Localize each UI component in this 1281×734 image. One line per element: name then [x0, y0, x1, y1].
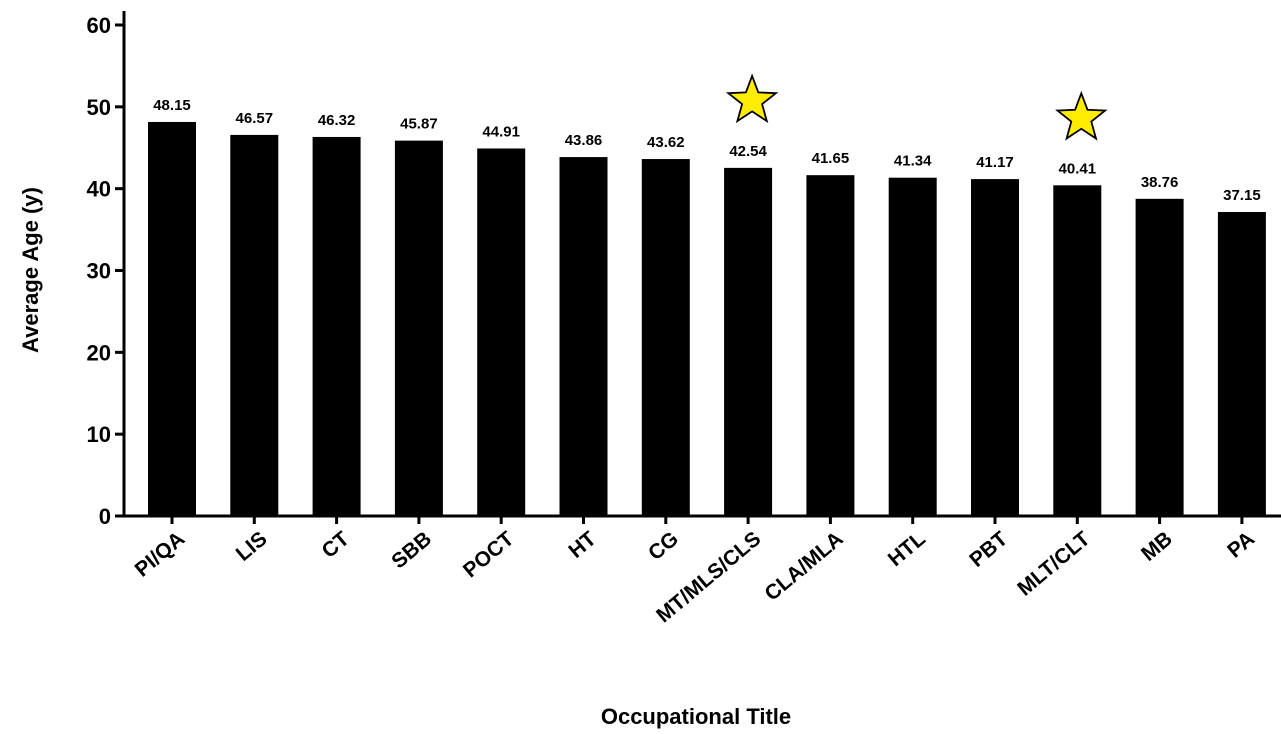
data-label: 43.86: [565, 132, 603, 149]
bar: [971, 179, 1019, 516]
x-tick-label: MLT/CLT: [1013, 527, 1094, 600]
data-label: 40.41: [1059, 160, 1097, 177]
bar: [394, 140, 443, 516]
x-tick-label: HTL: [884, 527, 930, 571]
x-tick-label: SBB: [387, 527, 436, 573]
x-tick-label: POCT: [459, 527, 519, 582]
y-axis: 0 10 20 30 40 50 60: [87, 11, 126, 529]
bar: [477, 148, 526, 516]
bar: [559, 157, 608, 517]
bar: [724, 167, 773, 517]
x-tick-label: CG: [644, 527, 683, 565]
y-tick-label: 60: [87, 13, 111, 38]
y-axis-title: Average Age (y): [18, 187, 43, 353]
y-tick-label: 10: [87, 422, 111, 447]
bars: [148, 121, 1266, 517]
y-tick-label: 30: [87, 259, 111, 284]
x-tick-label: PBT: [965, 527, 1012, 572]
value-labels: 48.15 46.57 46.32 45.87 44.91 43.86 43.62 42.54…: [153, 97, 1260, 204]
highlight-stars: [725, 73, 1108, 141]
data-label: 42.54: [729, 143, 767, 160]
x-tick-label: MB: [1137, 527, 1177, 566]
data-label: 43.62: [647, 134, 685, 151]
bar: [1053, 185, 1102, 516]
bar: [1135, 198, 1184, 516]
data-label: 38.76: [1141, 174, 1179, 191]
x-tick-label: HT: [564, 527, 600, 563]
x-tick-label: CT: [318, 527, 354, 563]
bar: [148, 121, 196, 516]
bar: [1217, 211, 1266, 516]
x-tick-label: CLA/MLA: [760, 527, 847, 605]
x-axis-title: Occupational Title: [601, 704, 791, 729]
x-tick-label: PA: [1223, 527, 1259, 562]
data-label: 44.91: [482, 123, 520, 140]
data-label: 46.57: [236, 110, 274, 127]
data-label: 48.15: [153, 97, 191, 114]
data-label: 41.34: [894, 153, 932, 170]
bar: [888, 177, 937, 517]
y-tick-label: 50: [87, 95, 111, 120]
data-label: 37.15: [1223, 187, 1261, 204]
bar: [641, 159, 690, 516]
data-label: 45.87: [400, 116, 438, 133]
data-label: 46.32: [318, 112, 356, 129]
bar: [312, 136, 361, 516]
x-tick-label: PI/QA: [131, 527, 190, 581]
y-tick-label: 0: [99, 504, 111, 529]
bar: [230, 134, 279, 516]
data-label: 41.17: [976, 154, 1014, 171]
star-icon: [725, 73, 779, 124]
bar: [806, 175, 855, 516]
y-tick-label: 20: [87, 340, 111, 365]
x-tick-label: LIS: [232, 527, 272, 566]
star-icon: [1055, 90, 1108, 141]
data-label: 41.65: [812, 150, 850, 167]
y-tick-label: 40: [87, 177, 111, 202]
